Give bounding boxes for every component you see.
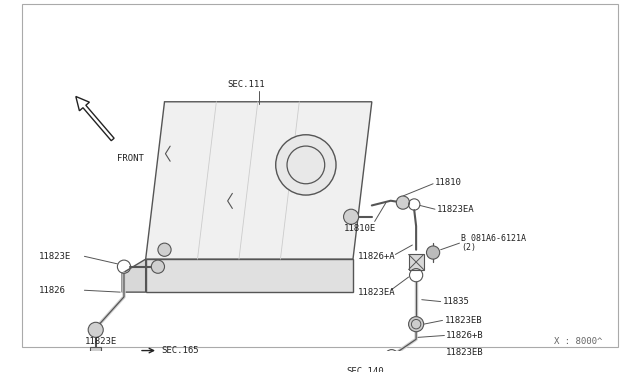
- Text: 11823EA: 11823EA: [358, 288, 396, 296]
- Text: SEC.111: SEC.111: [228, 80, 265, 89]
- Text: 11826: 11826: [39, 286, 66, 295]
- Circle shape: [158, 243, 171, 256]
- Circle shape: [88, 322, 103, 337]
- Text: 11823EB: 11823EB: [444, 316, 482, 325]
- Text: 11823EA: 11823EA: [437, 205, 474, 214]
- Text: 11826+A: 11826+A: [358, 252, 396, 261]
- Text: 11810: 11810: [435, 178, 462, 187]
- Text: 11826+B: 11826+B: [446, 331, 484, 340]
- FancyArrow shape: [76, 96, 114, 141]
- Text: FRONT: FRONT: [117, 154, 144, 163]
- Circle shape: [276, 135, 336, 195]
- Circle shape: [344, 209, 358, 224]
- Text: 11835: 11835: [442, 297, 469, 306]
- Text: 11810E: 11810E: [344, 224, 376, 232]
- Text: SEC.165: SEC.165: [162, 346, 199, 355]
- Circle shape: [151, 260, 164, 273]
- Bar: [408, 254, 424, 270]
- Text: X : 8000^: X : 8000^: [554, 337, 603, 346]
- Text: SEC.140: SEC.140: [346, 367, 384, 372]
- Circle shape: [396, 196, 410, 209]
- Circle shape: [426, 246, 440, 259]
- Text: 11823E: 11823E: [39, 252, 72, 261]
- Circle shape: [408, 317, 424, 332]
- Bar: [90, 347, 101, 358]
- Text: 11823E: 11823E: [84, 337, 116, 346]
- Text: B 081A6-6121A: B 081A6-6121A: [461, 234, 526, 243]
- Text: (2): (2): [461, 243, 476, 252]
- Polygon shape: [146, 102, 372, 259]
- Polygon shape: [146, 259, 353, 292]
- Text: 11823EB: 11823EB: [446, 348, 484, 357]
- Polygon shape: [122, 259, 146, 292]
